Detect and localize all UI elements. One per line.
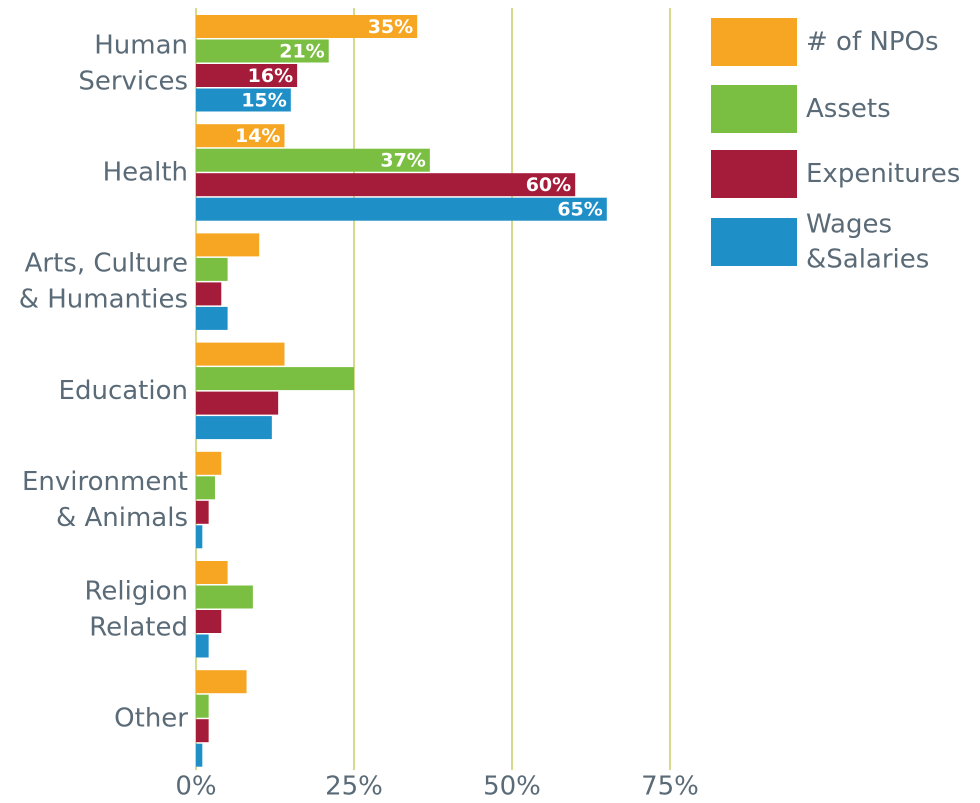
x-tick-label: 50% xyxy=(483,772,541,802)
y-tick-label: Arts, Culture & Humanties xyxy=(19,248,188,314)
bar xyxy=(196,391,279,415)
bar xyxy=(196,367,354,391)
bar xyxy=(196,416,272,440)
bar xyxy=(196,719,209,743)
legend-swatch xyxy=(711,218,797,266)
bar xyxy=(196,342,285,366)
legend-swatch xyxy=(711,18,797,66)
legend-label: # of NPOs xyxy=(806,27,939,57)
data-label: 65% xyxy=(557,199,602,221)
data-label: 37% xyxy=(380,150,425,172)
legend-label: Assets xyxy=(806,94,891,124)
bar xyxy=(196,451,222,475)
bar xyxy=(196,634,209,658)
data-label: 35% xyxy=(368,16,413,38)
bar xyxy=(196,15,418,38)
x-tick-label: 25% xyxy=(325,772,383,802)
data-label: 21% xyxy=(279,41,324,63)
y-tick-label: Education xyxy=(59,375,188,405)
x-tick-label: 0% xyxy=(175,772,216,802)
bar xyxy=(196,743,203,767)
bar xyxy=(196,197,607,221)
bar xyxy=(196,233,260,257)
bar xyxy=(196,585,253,609)
y-tick-label: Other xyxy=(114,703,188,733)
bar xyxy=(196,257,228,281)
bar xyxy=(196,173,576,197)
bar xyxy=(196,525,203,549)
bar xyxy=(196,694,209,718)
bar xyxy=(196,306,228,330)
bar xyxy=(196,561,228,584)
data-label: 15% xyxy=(241,90,286,112)
x-tick-label: 75% xyxy=(641,772,699,802)
legend-swatch xyxy=(711,85,797,133)
y-tick-label: Environment & Animals xyxy=(22,467,188,533)
legend-label: Wages &Salaries xyxy=(806,209,929,274)
bar xyxy=(196,64,298,87)
bar xyxy=(196,610,222,633)
bar xyxy=(196,282,222,306)
bar xyxy=(196,476,215,500)
y-tick-label: Religion Related xyxy=(85,576,188,642)
y-tick-label: Human Services xyxy=(78,30,188,96)
y-tick-label: Health xyxy=(103,157,188,187)
legend-label: Expenitures xyxy=(806,159,960,189)
bar xyxy=(196,39,329,63)
bar xyxy=(196,88,291,112)
data-label: 16% xyxy=(248,65,293,87)
data-label: 14% xyxy=(235,125,280,147)
bar xyxy=(196,124,285,148)
bar xyxy=(196,148,430,172)
bar xyxy=(196,670,247,694)
legend-swatch xyxy=(711,150,797,198)
data-label: 60% xyxy=(526,174,571,196)
bar xyxy=(196,500,209,524)
